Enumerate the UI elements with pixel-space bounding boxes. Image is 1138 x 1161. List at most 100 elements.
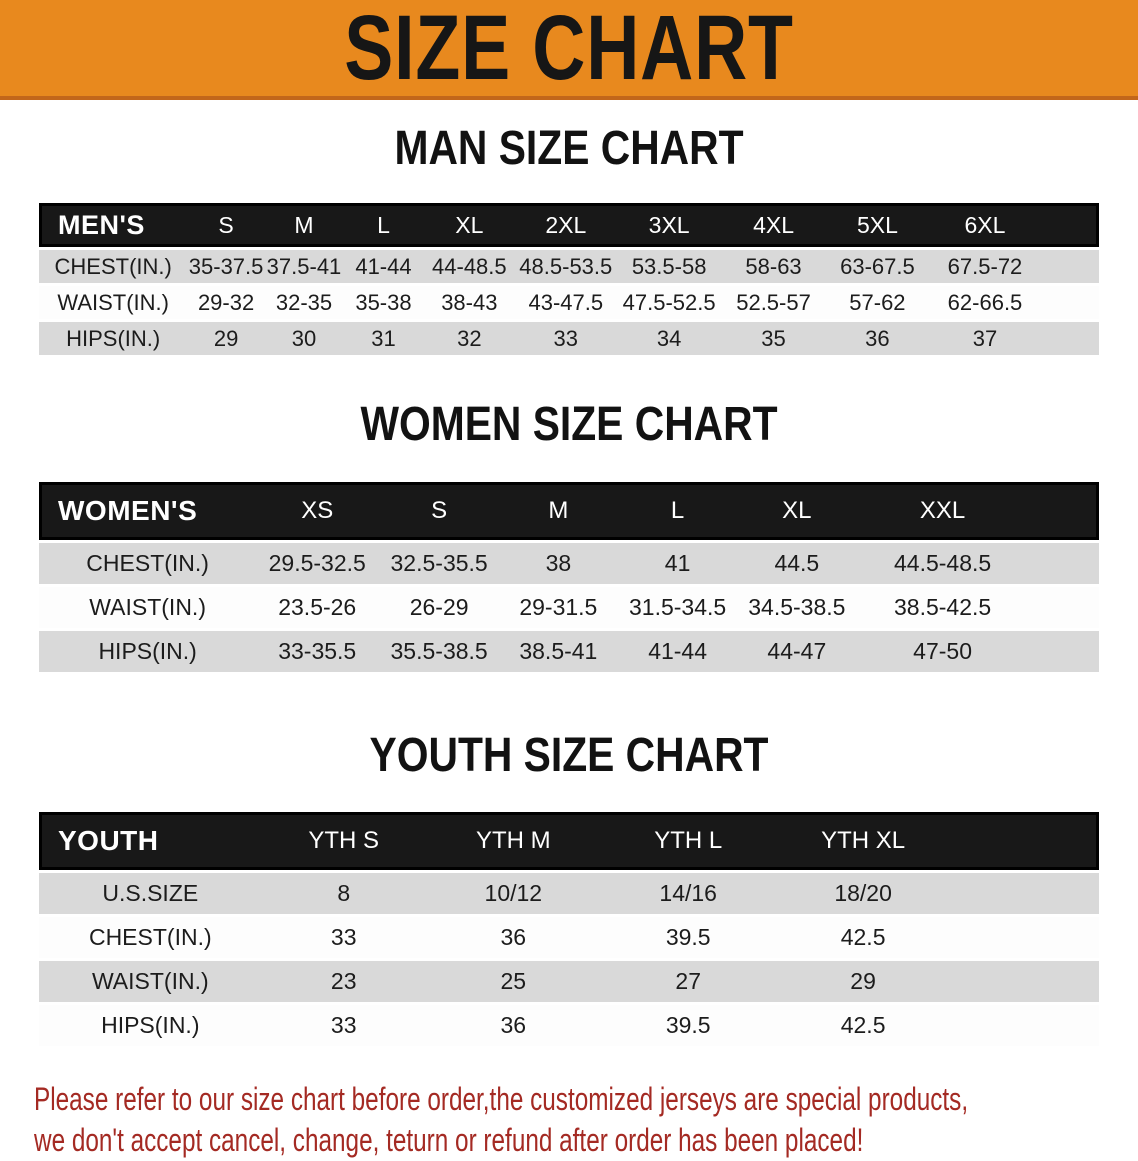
spacer-cell: [950, 961, 1099, 1003]
value-cell: 43-47.5: [514, 286, 617, 320]
youth-section-heading: YOUTH SIZE CHART: [369, 728, 769, 782]
spacer-cell: [1030, 481, 1099, 540]
row-label-cell: HIPS(IN.): [39, 322, 188, 356]
womens-size-table: WOMEN'S XS S M L XL XXL CHEST(IN.) 29.5-32.5 32.…: [39, 479, 1099, 675]
column-header-cell: 4XL: [721, 203, 826, 248]
column-header-cell: M: [500, 481, 617, 540]
column-header-cell: YTH XL: [775, 812, 951, 871]
mens-size-table: MEN'S S M L XL 2XL 3XL 4XL 5XL 6XL CHEST(IN.) 35-3…: [39, 200, 1099, 358]
value-cell: 35.5-38.5: [378, 630, 501, 672]
measurement-row: HIPS(IN.) 29 30 31 32 33 34 35 36 37: [39, 322, 1099, 356]
column-header-cell: XS: [256, 481, 379, 540]
value-cell: 29: [187, 322, 265, 356]
value-cell: 38.5-41: [500, 630, 617, 672]
spacer-cell: [1030, 542, 1099, 584]
value-cell: 39.5: [600, 1005, 776, 1047]
column-header-cell: S: [187, 203, 265, 248]
value-cell: 27: [600, 961, 776, 1003]
disclaimer: Please refer to our size chart before or…: [0, 1079, 1138, 1161]
group-label-cell: YOUTH: [39, 812, 262, 871]
value-cell: 38.5-42.5: [855, 586, 1031, 628]
value-cell: 34.5-38.5: [738, 586, 856, 628]
value-cell: 8: [261, 873, 426, 915]
value-cell: 32.5-35.5: [378, 542, 501, 584]
value-cell: 53.5-58: [616, 250, 722, 284]
row-label-cell: WAIST(IN.): [39, 586, 257, 628]
value-cell: 39.5: [600, 917, 776, 959]
value-cell: 37: [929, 322, 1041, 356]
value-cell: 36: [425, 917, 601, 959]
measurement-row: HIPS(IN.) 33 36 39.5 42.5: [39, 1005, 1099, 1047]
value-cell: 42.5: [775, 917, 951, 959]
measurement-row: WAIST(IN.) 23.5-26 26-29 29-31.5 31.5-34.5 34…: [39, 586, 1099, 628]
women-section-heading: WOMEN SIZE CHART: [360, 398, 778, 452]
value-cell: 41-44: [616, 630, 739, 672]
column-header-cell: L: [616, 481, 739, 540]
value-cell: 36: [425, 1005, 601, 1047]
value-cell: 36: [825, 322, 930, 356]
value-cell: 44-48.5: [423, 250, 515, 284]
value-cell: 42.5: [775, 1005, 951, 1047]
banner-title: SIZE CHART: [344, 0, 794, 99]
measurement-row: U.S.SIZE 8 10/12 14/16 18/20: [39, 873, 1099, 915]
value-cell: 44-47: [738, 630, 856, 672]
spacer-cell: [950, 812, 1099, 871]
value-cell: 52.5-57: [721, 286, 826, 320]
row-label-cell: WAIST(IN.): [39, 286, 188, 320]
column-header-cell: YTH L: [600, 812, 776, 871]
disclaimer-line-1: Please refer to our size chart before or…: [34, 1081, 969, 1118]
row-label-cell: U.S.SIZE: [39, 873, 262, 915]
section-man: MAN SIZE CHART MEN'S S M L XL 2XL 3XL 4XL 5XL 6XL…: [0, 122, 1138, 358]
spacer-cell: [1040, 203, 1099, 248]
column-header-cell: YTH M: [425, 812, 601, 871]
value-cell: 35: [721, 322, 826, 356]
value-cell: 57-62: [825, 286, 930, 320]
column-header-cell: XL: [738, 481, 856, 540]
spacer-cell: [950, 1005, 1099, 1047]
value-cell: 38: [500, 542, 617, 584]
value-cell: 31: [343, 322, 424, 356]
spacer-cell: [1040, 322, 1099, 356]
value-cell: 33: [261, 1005, 426, 1047]
spacer-cell: [1030, 630, 1099, 672]
row-label-cell: WAIST(IN.): [39, 961, 262, 1003]
section-youth: YOUTH SIZE CHART YOUTH YTH S YTH M YTH L YTH…: [0, 728, 1138, 1049]
value-cell: 48.5-53.5: [514, 250, 617, 284]
measurement-row: WAIST(IN.) 23 25 27 29: [39, 961, 1099, 1003]
column-header-cell: 6XL: [929, 203, 1041, 248]
group-label-cell: WOMEN'S: [39, 481, 257, 540]
value-cell: 32-35: [264, 286, 344, 320]
spacer-cell: [950, 873, 1099, 915]
spacer-cell: [1030, 586, 1099, 628]
measurement-row: CHEST(IN.) 29.5-32.5 32.5-35.5 38 41 44.5 44.5…: [39, 542, 1099, 584]
value-cell: 18/20: [775, 873, 951, 915]
value-cell: 35-38: [343, 286, 424, 320]
measurement-row: CHEST(IN.) 33 36 39.5 42.5: [39, 917, 1099, 959]
column-header-cell: 3XL: [616, 203, 722, 248]
section-women: WOMEN SIZE CHART WOMEN'S XS S M L XL XXL CHEST…: [0, 398, 1138, 675]
value-cell: 30: [264, 322, 344, 356]
value-cell: 63-67.5: [825, 250, 930, 284]
value-cell: 41-44: [343, 250, 424, 284]
column-header-cell: S: [378, 481, 501, 540]
value-cell: 29-31.5: [500, 586, 617, 628]
value-cell: 44.5-48.5: [855, 542, 1031, 584]
value-cell: 10/12: [425, 873, 601, 915]
value-cell: 35-37.5: [187, 250, 265, 284]
spacer-cell: [1040, 286, 1099, 320]
value-cell: 37.5-41: [264, 250, 344, 284]
measurement-row: WAIST(IN.) 29-32 32-35 35-38 38-43 43-47.5 47.…: [39, 286, 1099, 320]
value-cell: 14/16: [600, 873, 776, 915]
man-section-heading: MAN SIZE CHART: [394, 122, 744, 175]
value-cell: 58-63: [721, 250, 826, 284]
value-cell: 26-29: [378, 586, 501, 628]
value-cell: 47-50: [855, 630, 1031, 672]
value-cell: 29: [775, 961, 951, 1003]
group-label-cell: MEN'S: [39, 203, 188, 248]
value-cell: 33: [514, 322, 617, 356]
value-cell: 25: [425, 961, 601, 1003]
row-label-cell: CHEST(IN.): [39, 250, 188, 284]
value-cell: 31.5-34.5: [616, 586, 739, 628]
column-header-cell: XXL: [855, 481, 1031, 540]
measurement-row: HIPS(IN.) 33-35.5 35.5-38.5 38.5-41 41-44 44-…: [39, 630, 1099, 672]
